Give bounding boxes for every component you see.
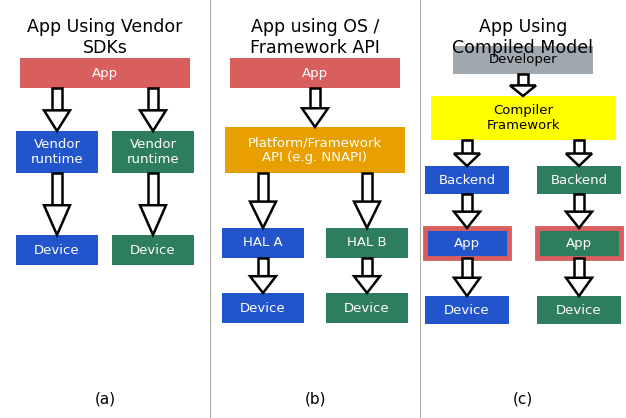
Polygon shape (44, 205, 70, 235)
Polygon shape (44, 110, 70, 131)
Bar (574, 258, 584, 278)
Text: Vendor
runtime: Vendor runtime (126, 138, 179, 166)
Bar (326, 293, 408, 323)
Bar (112, 131, 194, 173)
Polygon shape (354, 276, 380, 293)
Bar (425, 296, 509, 324)
Text: App: App (454, 237, 480, 250)
Polygon shape (302, 108, 328, 127)
Bar (537, 296, 621, 324)
Text: (a): (a) (95, 391, 116, 406)
Bar (425, 228, 509, 258)
Bar (112, 235, 194, 265)
Polygon shape (250, 276, 276, 293)
Bar (258, 173, 268, 201)
Text: Compiler
Framework: Compiler Framework (486, 104, 560, 132)
Text: (b): (b) (304, 391, 326, 406)
Bar (431, 96, 615, 140)
Bar (230, 58, 400, 88)
Polygon shape (510, 85, 536, 96)
Bar (362, 258, 372, 276)
Text: App Using
Compiled Model: App Using Compiled Model (453, 18, 593, 57)
Polygon shape (140, 205, 166, 235)
Text: App: App (566, 237, 592, 250)
Polygon shape (354, 201, 380, 228)
Bar (148, 88, 158, 110)
Polygon shape (566, 212, 592, 228)
Bar (574, 194, 584, 212)
Text: Platform/Framework
API (e.g. NNAPI): Platform/Framework API (e.g. NNAPI) (248, 136, 382, 164)
Text: HAL A: HAL A (243, 237, 283, 250)
Bar (462, 194, 472, 212)
Text: App Using Vendor
SDKs: App Using Vendor SDKs (28, 18, 183, 57)
Text: App using OS /
Framework API: App using OS / Framework API (250, 18, 380, 57)
Bar (258, 258, 268, 276)
Bar (16, 131, 98, 173)
Bar (326, 228, 408, 258)
Bar (16, 235, 98, 265)
Text: Backend: Backend (550, 173, 608, 186)
Text: App: App (302, 66, 328, 79)
Bar (462, 258, 472, 278)
Bar (310, 88, 320, 108)
Bar (52, 173, 62, 205)
Polygon shape (454, 212, 480, 228)
Text: Device: Device (344, 301, 390, 314)
Text: Device: Device (556, 303, 602, 316)
Polygon shape (566, 153, 592, 166)
Bar (574, 140, 584, 153)
Bar (425, 228, 509, 258)
Text: Device: Device (34, 244, 80, 257)
Bar (453, 46, 593, 74)
Text: Device: Device (130, 244, 176, 257)
Polygon shape (566, 278, 592, 296)
Bar (148, 173, 158, 205)
Text: Device: Device (240, 301, 286, 314)
Bar (20, 58, 190, 88)
Polygon shape (454, 278, 480, 296)
Polygon shape (454, 153, 480, 166)
Bar (462, 140, 472, 153)
Bar (518, 74, 528, 85)
Text: Vendor
runtime: Vendor runtime (31, 138, 83, 166)
Text: HAL B: HAL B (347, 237, 387, 250)
Text: Backend: Backend (438, 173, 496, 186)
Bar (222, 293, 304, 323)
Text: App: App (92, 66, 118, 79)
Bar (537, 228, 621, 258)
Bar (425, 166, 509, 194)
Bar (222, 228, 304, 258)
Bar (537, 166, 621, 194)
Bar (225, 127, 405, 173)
Text: (c): (c) (513, 391, 533, 406)
Bar (362, 173, 372, 201)
Bar (52, 88, 62, 110)
Text: Developer: Developer (489, 54, 557, 66)
Text: Device: Device (444, 303, 490, 316)
Polygon shape (140, 110, 166, 131)
Bar (537, 228, 621, 258)
Polygon shape (250, 201, 276, 228)
